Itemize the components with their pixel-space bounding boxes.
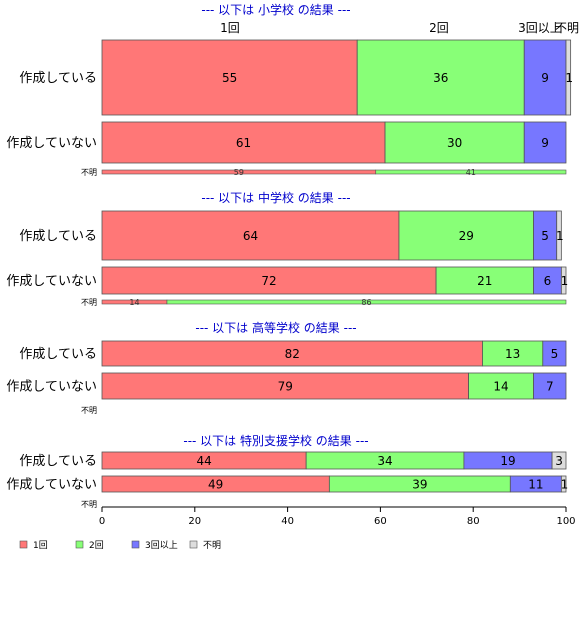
legend-label: 1回 xyxy=(33,540,48,551)
top-category-label: 3回以上 xyxy=(518,21,562,35)
row-label: 作成していない xyxy=(6,136,97,151)
data-label: 9 xyxy=(541,136,549,150)
row-label: 作成している xyxy=(19,347,97,362)
row-label: 作成していない xyxy=(6,478,97,493)
data-label: 7 xyxy=(546,380,554,394)
row-label: 作成している xyxy=(19,229,97,244)
panel-title: --- 以下は 高等学校 の結果 --- xyxy=(195,320,356,335)
data-label: 29 xyxy=(459,229,474,243)
bar-segment xyxy=(556,210,562,261)
bar-segment xyxy=(356,39,525,116)
data-label: 34 xyxy=(377,454,392,468)
data-label: 14 xyxy=(493,380,508,394)
bar-segment xyxy=(166,299,567,305)
data-label: 61 xyxy=(236,136,251,150)
x-tick-label: 60 xyxy=(374,516,387,527)
bar-segment xyxy=(435,266,534,295)
data-label: 44 xyxy=(196,454,211,468)
legend-swatch xyxy=(131,540,140,549)
x-tick-label: 40 xyxy=(281,516,294,527)
row-label: 作成している xyxy=(19,71,97,86)
legend-swatch xyxy=(189,540,198,549)
data-label: 21 xyxy=(477,274,492,288)
bar-segment xyxy=(384,121,525,164)
row-label: 不明 xyxy=(81,168,97,177)
x-tick-label: 20 xyxy=(188,516,201,527)
top-category-label: 不明 xyxy=(555,21,579,35)
bar-segment xyxy=(398,210,534,261)
legend-label: 不明 xyxy=(203,540,221,551)
legend-swatch xyxy=(75,540,84,549)
data-label: 30 xyxy=(447,136,462,150)
row-label: 不明 xyxy=(81,298,97,307)
data-label: 64 xyxy=(243,229,258,243)
data-label: 5 xyxy=(551,347,559,361)
top-category-label: 2回 xyxy=(429,21,449,35)
data-label: 9 xyxy=(541,71,549,85)
data-label: 82 xyxy=(285,347,300,361)
bar-segment xyxy=(101,210,400,261)
bar-segment xyxy=(101,372,469,400)
x-tick-label: 100 xyxy=(556,516,575,527)
data-label: 1 xyxy=(556,229,564,243)
legend-swatch xyxy=(19,540,28,549)
bar-segment xyxy=(533,372,567,400)
legend-label: 3回以上 xyxy=(145,540,178,551)
x-tick-label: 80 xyxy=(467,516,480,527)
bar-segment xyxy=(560,266,567,295)
bar-segment xyxy=(101,340,483,367)
bar-segment xyxy=(375,169,567,175)
data-label: 14 xyxy=(129,298,139,307)
data-label: 72 xyxy=(261,274,276,288)
data-label: 13 xyxy=(505,347,520,361)
data-label: 49 xyxy=(208,478,223,492)
data-label: 55 xyxy=(222,71,237,85)
data-label: 1 xyxy=(561,274,569,288)
bar-segment xyxy=(565,39,572,116)
row-label: 作成している xyxy=(19,454,97,469)
data-label: 3 xyxy=(555,454,563,468)
data-label: 19 xyxy=(500,454,515,468)
data-label: 86 xyxy=(361,298,371,307)
bar-segment xyxy=(523,121,567,164)
panel-title: --- 以下は 小学校 の結果 --- xyxy=(201,2,350,17)
row-label: 作成していない xyxy=(6,274,97,289)
data-label: 59 xyxy=(234,168,244,177)
panel-title: --- 以下は 中学校 の結果 --- xyxy=(201,190,350,205)
data-label: 1 xyxy=(561,478,569,492)
bar-segment xyxy=(101,121,386,164)
bar-segment xyxy=(560,475,567,493)
row-label: 不明 xyxy=(81,500,97,509)
bar-segment xyxy=(482,340,544,367)
top-category-label: 1回 xyxy=(220,21,240,35)
data-label: 79 xyxy=(278,380,293,394)
x-tick-label: 0 xyxy=(99,516,105,527)
bar-segment xyxy=(542,340,567,367)
data-label: 1 xyxy=(565,71,573,85)
data-label: 36 xyxy=(433,71,448,85)
data-label: 5 xyxy=(541,229,549,243)
panel-title: --- 以下は 特別支援学校 の結果 --- xyxy=(183,433,368,448)
data-label: 41 xyxy=(466,168,476,177)
row-label: 作成していない xyxy=(6,380,97,395)
legend-label: 2回 xyxy=(89,540,104,551)
data-label: 6 xyxy=(544,274,552,288)
row-label: 不明 xyxy=(81,406,97,415)
data-label: 39 xyxy=(412,478,427,492)
bar-segment xyxy=(551,451,567,470)
data-label: 11 xyxy=(528,478,543,492)
